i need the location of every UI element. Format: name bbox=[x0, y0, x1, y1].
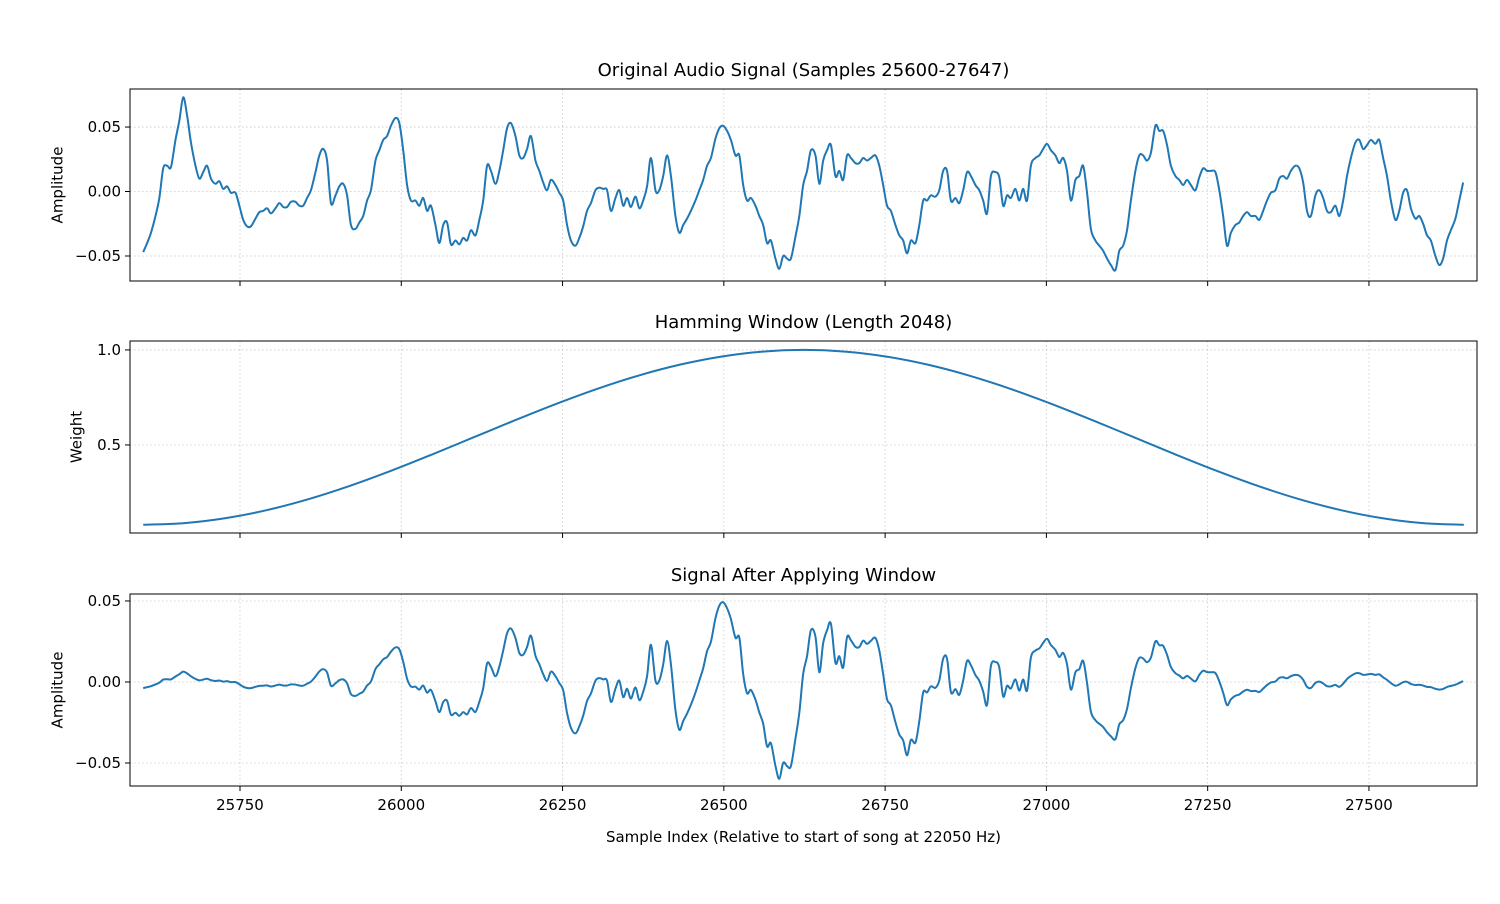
subplot: 0.5 1.0 Hamming Window (Length 2048) Weight bbox=[68, 312, 1478, 538]
x-tick-label: 25750 bbox=[216, 796, 264, 814]
axes-frame bbox=[129, 340, 1478, 534]
x-tick-label: 27500 bbox=[1345, 796, 1393, 814]
y-tick-label: 0.00 bbox=[88, 673, 121, 691]
subplot: −0.05 0.00 0.05 Original Audio Signal (Samp… bbox=[49, 60, 1478, 286]
x-tick-label: 26750 bbox=[861, 796, 909, 814]
subplot-title: Signal After Applying Window bbox=[671, 565, 936, 586]
y-tick-label: 0.05 bbox=[88, 592, 121, 610]
y-tick-label: 0.00 bbox=[88, 183, 121, 201]
subplot-title: Hamming Window (Length 2048) bbox=[655, 312, 953, 333]
x-tick-label: 27250 bbox=[1184, 796, 1232, 814]
y-axis-label: Amplitude bbox=[49, 652, 67, 729]
x-tick-label: 26500 bbox=[700, 796, 748, 814]
y-axis-label: Weight bbox=[68, 411, 86, 463]
x-tick-label: 26000 bbox=[377, 796, 425, 814]
axes-frame bbox=[129, 593, 1478, 787]
y-tick-label: 0.5 bbox=[97, 436, 121, 454]
y-tick-label: 1.0 bbox=[97, 341, 121, 359]
x-tick-label: 27000 bbox=[1023, 796, 1071, 814]
y-tick-label: 0.05 bbox=[88, 118, 121, 136]
y-tick-label: −0.05 bbox=[75, 754, 121, 772]
signal-line bbox=[142, 601, 1464, 780]
axes-frame bbox=[129, 88, 1478, 282]
subplot-title: Original Audio Signal (Samples 25600-276… bbox=[598, 60, 1010, 81]
signal-line bbox=[143, 348, 1464, 526]
signal-line bbox=[142, 96, 1465, 272]
x-axis-label: Sample Index (Relative to start of song … bbox=[606, 828, 1001, 846]
y-tick-label: −0.05 bbox=[75, 247, 121, 265]
x-tick-label: 26250 bbox=[539, 796, 587, 814]
y-axis-label: Amplitude bbox=[49, 147, 67, 224]
subplot: 25750 26000 26250 26500 26750 27000 27250 27500… bbox=[49, 565, 1478, 846]
